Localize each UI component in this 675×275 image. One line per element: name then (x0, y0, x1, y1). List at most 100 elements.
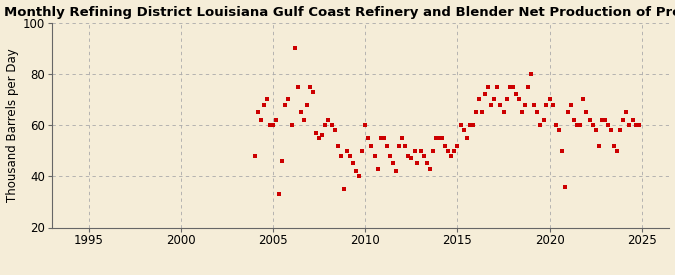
Point (268, 123, 279, 127)
Point (271, 118, 281, 122)
Point (310, 131, 321, 135)
Point (455, 123, 466, 127)
Y-axis label: Thousand Barrels per Day: Thousand Barrels per Day (5, 48, 18, 202)
Point (400, 143, 410, 148)
Point (255, 118, 266, 122)
Point (427, 148, 438, 153)
Point (443, 148, 454, 153)
Point (593, 143, 604, 148)
Point (348, 161, 358, 166)
Point (591, 128, 601, 132)
Point (597, 118, 608, 122)
Point (378, 136, 389, 140)
Point (526, 72, 537, 76)
Point (535, 123, 546, 127)
Point (470, 110, 481, 114)
Point (439, 143, 450, 148)
Point (575, 123, 586, 127)
Point (452, 143, 463, 148)
Point (514, 97, 524, 101)
Point (480, 92, 491, 97)
Point (498, 110, 509, 114)
Point (323, 118, 334, 122)
Point (283, 97, 294, 101)
Point (249, 153, 260, 158)
Point (510, 92, 521, 97)
Point (492, 84, 503, 89)
Point (618, 118, 628, 122)
Point (351, 169, 362, 173)
Point (477, 110, 487, 114)
Point (495, 102, 506, 107)
Point (578, 97, 589, 101)
Point (286, 123, 297, 127)
Point (569, 118, 580, 122)
Point (522, 84, 533, 89)
Point (357, 148, 368, 153)
Point (609, 143, 620, 148)
Point (265, 123, 275, 127)
Point (449, 148, 460, 153)
Point (360, 123, 371, 127)
Title: Monthly Refining District Louisiana Gulf Coast Refinery and Blender Net Producti: Monthly Refining District Louisiana Gulf… (3, 6, 675, 18)
Point (252, 110, 263, 114)
Point (332, 143, 343, 148)
Point (529, 102, 540, 107)
Point (587, 123, 598, 127)
Point (585, 118, 595, 122)
Point (280, 102, 291, 107)
Point (621, 110, 632, 114)
Point (541, 102, 552, 107)
Point (433, 136, 444, 140)
Point (467, 123, 478, 127)
Point (489, 97, 500, 101)
Point (560, 184, 570, 189)
Point (366, 143, 377, 148)
Point (415, 148, 426, 153)
Point (502, 97, 512, 101)
Point (262, 97, 273, 101)
Point (326, 123, 337, 127)
Point (627, 118, 638, 122)
Point (483, 84, 493, 89)
Point (633, 123, 644, 127)
Point (403, 153, 414, 158)
Point (259, 102, 269, 107)
Point (599, 118, 610, 122)
Point (630, 123, 641, 127)
Point (387, 161, 398, 166)
Point (363, 136, 374, 140)
Point (391, 169, 402, 173)
Point (532, 110, 543, 114)
Point (461, 136, 472, 140)
Point (304, 84, 315, 89)
Point (431, 136, 441, 140)
Point (418, 153, 429, 158)
Point (624, 123, 635, 127)
Point (369, 153, 380, 158)
Point (581, 110, 592, 114)
Point (381, 143, 392, 148)
Point (516, 110, 527, 114)
Point (384, 153, 395, 158)
Point (474, 97, 485, 101)
Point (345, 153, 356, 158)
Point (550, 123, 561, 127)
Point (406, 156, 416, 161)
Point (409, 148, 420, 153)
Point (425, 166, 435, 171)
Point (547, 102, 558, 107)
Point (605, 128, 616, 132)
Point (412, 161, 423, 166)
Point (302, 102, 313, 107)
Point (292, 84, 303, 89)
Point (544, 97, 555, 101)
Point (394, 143, 404, 148)
Point (504, 84, 515, 89)
Point (486, 102, 497, 107)
Point (314, 136, 325, 140)
Point (572, 123, 583, 127)
Point (290, 46, 300, 50)
Point (375, 136, 386, 140)
Point (317, 133, 328, 138)
